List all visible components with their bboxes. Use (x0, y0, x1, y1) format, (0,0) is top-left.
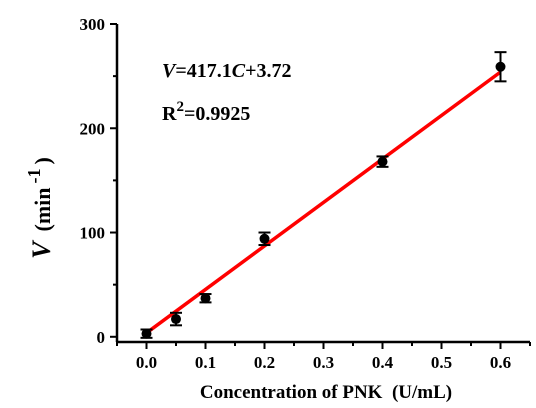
x-tick-label: 0.6 (490, 353, 511, 372)
r-squared: R2=0.9925 (162, 99, 250, 125)
fit-line (145, 70, 502, 335)
data-point (141, 328, 152, 339)
y-axis-title-unit: (min (30, 187, 55, 231)
y-axis-title-var: V (27, 239, 56, 259)
data-point (200, 293, 211, 304)
x-tick-label: 0.4 (372, 353, 394, 372)
data-point (377, 156, 388, 167)
data-point (259, 233, 270, 244)
data-point (171, 314, 181, 325)
y-axis-title-exp: -1 (24, 168, 44, 183)
x-axis-title: Concentration of PNK (U/mL) (200, 382, 452, 403)
r-squared-prefix: R (162, 103, 177, 125)
y-tick-label: 200 (80, 119, 106, 138)
r-squared-value: =0.9925 (184, 103, 250, 125)
y-tick-label: 100 (80, 224, 106, 243)
x-tick-label: 0.5 (431, 353, 452, 372)
x-tick-label: 0.2 (254, 353, 275, 372)
r-squared-exp: 2 (176, 99, 184, 115)
x-tick-label: 0.3 (313, 353, 334, 372)
fit-equation-var2: C (232, 60, 246, 82)
y-axis-title-close: ) (30, 157, 55, 164)
fit-equation: V=417.1C+3.72 (162, 60, 292, 82)
data-point (495, 61, 506, 72)
plot-area: 0 100 200 300 0.0 0.1 0.2 0.3 0.4 0.5 0.6 (80, 15, 531, 372)
y-tick-label: 0 (97, 328, 106, 347)
fit-equation-mid: =417.1 (175, 60, 231, 82)
x-tick-label: 0.1 (195, 353, 216, 372)
fit-equation-var: V (162, 60, 177, 82)
fit-equation-end: +3.72 (245, 60, 291, 82)
x-tick-label: 0.0 (136, 353, 157, 372)
y-tick-label: 300 (80, 15, 106, 34)
y-axis-title: V (min -1 ) (24, 157, 56, 259)
